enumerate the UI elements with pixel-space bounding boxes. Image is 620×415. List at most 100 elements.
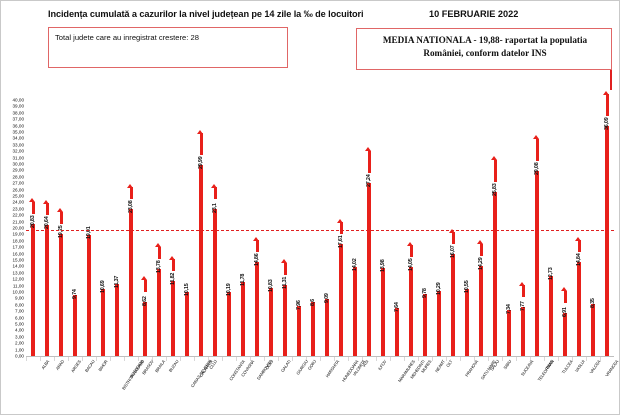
- increase-arrow-icon: [211, 183, 218, 200]
- increase-arrow-icon: [491, 156, 498, 182]
- x-axis-tick-label: NEAMT: [433, 359, 447, 374]
- x-axis-tick: [544, 357, 545, 361]
- y-axis-tick-label: 18,00: [12, 238, 25, 244]
- increase-arrow-icon: [477, 240, 484, 256]
- bar: [240, 281, 246, 357]
- bar-value-label: 8,35: [589, 297, 596, 308]
- x-axis-tick: [152, 357, 153, 361]
- y-axis-tick-label: 7,00: [15, 308, 24, 314]
- y-axis-tick-label: 40,00: [12, 97, 25, 103]
- x-axis-tick: [166, 357, 167, 361]
- bar-value-label: 10,69: [99, 280, 106, 293]
- bar-value-label: 6,91: [561, 307, 568, 317]
- x-axis-tick: [432, 357, 433, 361]
- increase-arrow-icon: [575, 236, 582, 253]
- increase-arrow-icon: [127, 183, 134, 200]
- x-axis-tick: [362, 357, 363, 361]
- x-axis-tick-label: VALCEA: [588, 359, 602, 375]
- y-axis-tick-label: 5,00: [15, 321, 24, 327]
- bar-value-label: 7,77: [519, 301, 526, 312]
- increase-arrow-icon: [337, 218, 344, 235]
- y-axis-tick-label: 24,00: [12, 200, 25, 206]
- bar-chart-plot-area: 40,00 39,00 38,00 37,00 36,00 35,00 34,00 33,00…: [13, 90, 614, 361]
- bar: [282, 284, 288, 357]
- y-axis-tick-label: 0,00: [15, 353, 24, 359]
- increase-arrow-icon: [197, 129, 204, 156]
- national-average-line1: MEDIA NATIONALA - 19,88- raportat la pop…: [382, 35, 588, 45]
- x-axis-tick-label: DOLJ: [264, 359, 275, 371]
- bar: [310, 301, 316, 357]
- total-increasing-text: Total judete care au inregistrat crester…: [55, 33, 199, 42]
- y-axis-tick-label: 35,00: [12, 129, 25, 135]
- bar-value-label: 10,15: [183, 283, 190, 297]
- y-axis-tick-label: 33,00: [12, 142, 25, 148]
- bar: [30, 223, 36, 357]
- increase-arrow-icon: [253, 236, 260, 252]
- bar-value-label: 11,31: [281, 276, 288, 289]
- x-axis-tick-label: TIMIS: [544, 359, 555, 371]
- bar-value-label: 16,07: [449, 245, 456, 259]
- y-axis-tick-label: 17,00: [12, 244, 25, 250]
- x-axis-tick: [460, 357, 461, 361]
- bar-value-label: 29,08: [533, 162, 540, 175]
- bar-value-label: 14,05: [407, 258, 414, 272]
- bar-value-label: 10,55: [463, 280, 470, 294]
- bar-value-label: 9,09: [323, 293, 330, 303]
- bar-value-label: 14,86: [253, 253, 260, 266]
- bar-value-label: 14,84: [575, 253, 582, 267]
- increase-arrow-icon: [561, 287, 568, 303]
- x-axis-tick-label: VASLUI: [573, 359, 586, 374]
- y-axis-tick-label: 11,00: [12, 283, 24, 289]
- y-axis-tick-label: 32,00: [12, 148, 25, 154]
- x-axis-tick-label: BUZAU: [167, 359, 180, 373]
- x-axis-tick: [124, 357, 125, 361]
- y-axis-tick-label: 37,00: [12, 116, 25, 122]
- x-axis-tick: [40, 357, 41, 361]
- y-axis-tick-label: 9,00: [15, 296, 24, 302]
- increase-arrow-icon: [281, 259, 288, 275]
- x-axis-tick: [348, 357, 349, 361]
- increase-arrow-icon: [57, 208, 64, 224]
- bar: [100, 288, 106, 357]
- increase-arrow-icon: [533, 135, 540, 161]
- x-axis-tick: [600, 357, 601, 361]
- y-axis-tick-label: 30,00: [12, 161, 25, 167]
- y-axis-tick-label: 23,00: [12, 206, 25, 212]
- bar: [212, 209, 218, 357]
- y-axis-tick-label: 38,00: [12, 110, 25, 116]
- y-axis-tick-label: 16,00: [12, 251, 25, 257]
- y-axis-tick-label: 8,00: [15, 302, 24, 308]
- x-axis-tick: [110, 357, 111, 361]
- x-axis-tick-label: SUCEAVA: [519, 359, 535, 377]
- x-axis-tick-label: ILFOV: [376, 359, 388, 372]
- x-axis-tick-label: BRAILA: [153, 359, 167, 374]
- bar-value-label: 17,61: [337, 235, 344, 249]
- x-axis-tick: [208, 357, 209, 361]
- y-axis-tick-label: 19,00: [12, 232, 25, 238]
- bar: [380, 267, 386, 357]
- bar: [184, 292, 190, 357]
- bar-value-label: 13,98: [379, 259, 386, 272]
- bar-value-label: 36,09: [603, 117, 610, 131]
- y-axis-tick-label: 12,00: [12, 276, 25, 282]
- bar: [464, 289, 470, 357]
- bar: [604, 126, 610, 357]
- x-axis-tick: [446, 357, 447, 361]
- increase-arrow-icon: [407, 241, 414, 258]
- x-axis-tick: [278, 357, 279, 361]
- bar: [268, 287, 274, 357]
- y-axis-tick-label: 6,00: [15, 315, 24, 321]
- bar: [590, 303, 596, 357]
- y-axis-tick-label: 1,00: [15, 347, 24, 353]
- bar: [170, 281, 176, 357]
- bar-value-label: 19,01: [85, 226, 92, 240]
- increase-arrow-icon: [449, 228, 456, 245]
- y-axis-tick-label: 15,00: [12, 257, 25, 263]
- bar-value-label: 10,83: [267, 279, 274, 292]
- bar: [156, 268, 162, 357]
- x-axis-tick-label: GALATI: [279, 359, 292, 374]
- bar: [394, 308, 400, 357]
- increase-arrow-icon: [155, 243, 162, 259]
- bar-value-label: 14,29: [477, 257, 484, 270]
